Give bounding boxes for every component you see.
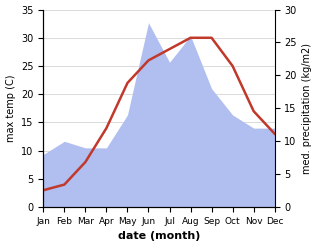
X-axis label: date (month): date (month) [118,231,200,242]
Y-axis label: max temp (C): max temp (C) [5,75,16,142]
Y-axis label: med. precipitation (kg/m2): med. precipitation (kg/m2) [302,43,313,174]
